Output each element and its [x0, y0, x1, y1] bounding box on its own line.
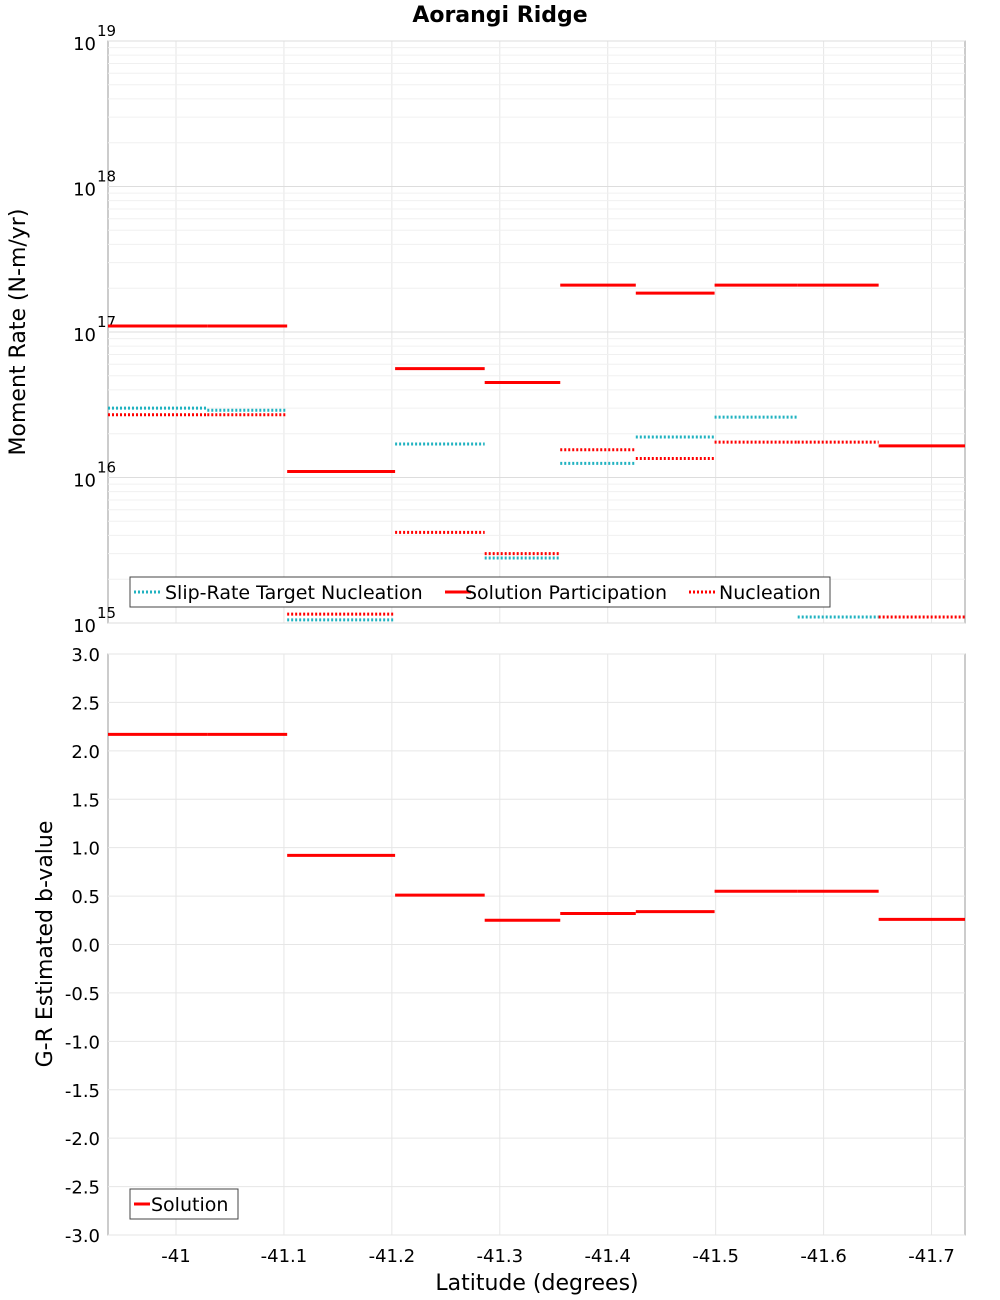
y-tick-label: -2.5	[65, 1178, 100, 1199]
y-tick-label: 0.0	[71, 936, 100, 957]
y-tick-exponent: 18	[97, 168, 116, 186]
moment-rate-y-axis-label: Moment Rate (N-m/yr)	[6, 209, 31, 456]
legend-label: Nucleation	[719, 582, 821, 604]
x-tick-label: -41.4	[584, 1246, 631, 1267]
y-tick-label: 2.0	[71, 742, 100, 763]
y-tick-label: 2.5	[71, 693, 100, 714]
legend-label: Solution	[151, 1194, 228, 1216]
y-tick-label: 10	[73, 325, 96, 346]
x-tick-label: -41.1	[261, 1246, 308, 1267]
moment-rate-legend: Slip-Rate Target Nucleation Solution Part…	[129, 576, 831, 608]
y-tick-label: 3.0	[71, 645, 100, 666]
y-tick-label: 1.5	[71, 790, 100, 811]
y-tick-exponent: 19	[97, 22, 116, 40]
b-value-legend: Solution	[129, 1188, 239, 1220]
chart-title: Aorangi Ridge	[412, 3, 587, 28]
y-tick-label: 1.0	[71, 839, 100, 860]
x-tick-label: -41.7	[908, 1246, 955, 1267]
y-tick-label: 0.5	[71, 887, 100, 908]
x-axis-ticks: -41 -41.1 -41.2 -41.3 -41.4 -41.5 -41.6 -41.7	[161, 1246, 955, 1267]
x-tick-label: -41.6	[800, 1246, 847, 1267]
y-tick-label: 10	[73, 471, 96, 492]
y-tick-label: -1.5	[65, 1081, 100, 1102]
b-value-y-ticks: -3.0 -2.5 -2.0 -1.5 -1.0 -0.5 0.0 0.5 1.0 1.5 2.0 2…	[65, 645, 100, 1247]
x-tick-label: -41	[161, 1246, 190, 1267]
legend-label: Solution Participation	[465, 582, 667, 604]
b-value-panel: -3.0 -2.5 -2.0 -1.5 -1.0 -0.5 0.0 0.5 1.0 1.5 2.0 2…	[33, 645, 966, 1247]
legend-label: Slip-Rate Target Nucleation	[165, 582, 423, 604]
b-value-series	[108, 732, 965, 922]
y-tick-label: 10	[73, 616, 96, 637]
y-tick-label: -1.0	[65, 1032, 100, 1053]
moment-rate-series	[108, 283, 965, 622]
y-tick-label: -2.0	[65, 1129, 100, 1150]
y-tick-label: -0.5	[65, 984, 100, 1005]
b-value-grid	[108, 653, 965, 1236]
y-tick-label: 10	[73, 180, 96, 201]
y-tick-label: 10	[73, 34, 96, 55]
y-tick-label: -3.0	[65, 1226, 100, 1247]
b-value-y-axis-label: G-R Estimated b-value	[33, 821, 58, 1068]
x-tick-label: -41.2	[369, 1246, 416, 1267]
y-tick-exponent: 17	[97, 313, 116, 331]
y-tick-exponent: 15	[97, 604, 116, 622]
x-tick-label: -41.5	[692, 1246, 739, 1267]
y-tick-exponent: 16	[97, 459, 116, 477]
x-tick-label: -41.3	[477, 1246, 524, 1267]
x-axis-label: Latitude (degrees)	[435, 1271, 638, 1296]
